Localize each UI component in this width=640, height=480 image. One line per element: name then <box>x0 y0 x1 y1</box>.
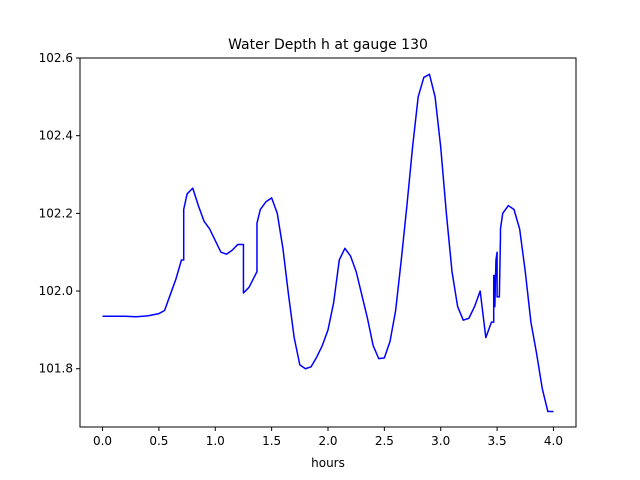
x-tick-label: 3.5 <box>488 434 507 448</box>
x-tick-label: 0.0 <box>93 434 112 448</box>
x-axis-label: hours <box>311 456 345 470</box>
plot-area <box>102 73 554 413</box>
x-axis: 0.0 0.5 1.0 1.5 2.0 2.5 3.0 3.5 4.0 <box>93 427 563 448</box>
y-tick-label: 101.8 <box>39 362 73 376</box>
x-tick-label: 2.5 <box>375 434 394 448</box>
x-tick-label: 1.5 <box>262 434 281 448</box>
x-tick-label: 4.0 <box>544 434 563 448</box>
y-tick-label: 102.0 <box>39 284 73 298</box>
y-tick-label: 102.6 <box>39 51 73 65</box>
x-tick-label: 1.0 <box>206 434 225 448</box>
y-axis: 101.8 102.0 102.2 102.4 102.6 <box>39 51 80 376</box>
axes-frame <box>79 57 577 428</box>
x-tick-label: 3.0 <box>431 434 450 448</box>
x-tick-label: 0.5 <box>149 434 168 448</box>
chart-title: Water Depth h at gauge 130 <box>228 37 428 53</box>
x-tick-label: 2.0 <box>318 434 337 448</box>
series-line <box>102 73 554 413</box>
y-tick-label: 102.4 <box>39 129 73 143</box>
y-tick-label: 102.2 <box>39 206 73 220</box>
